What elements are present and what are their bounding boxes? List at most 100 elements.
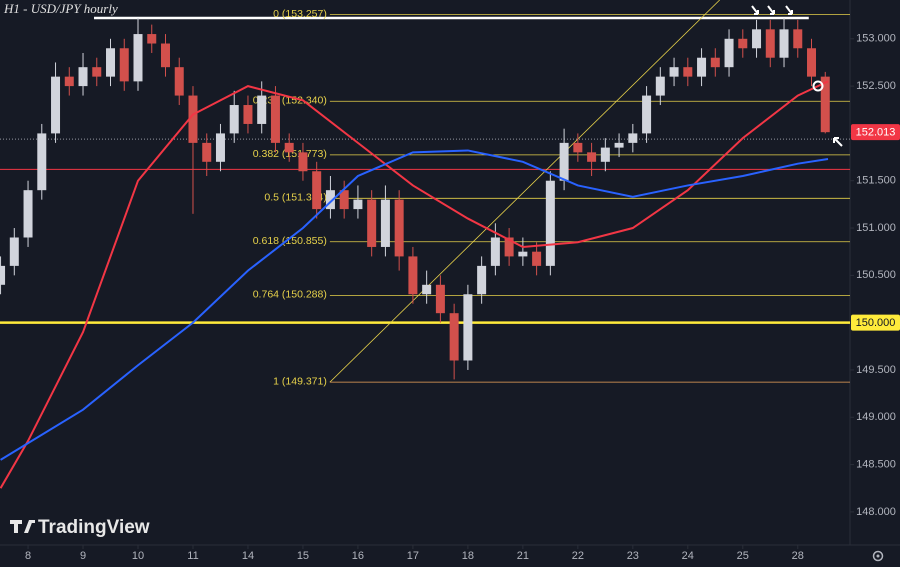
candle-body bbox=[325, 190, 335, 210]
candle-body bbox=[738, 38, 748, 49]
candle-body bbox=[9, 237, 19, 266]
plot: 0 (153.257)0.236 (152.340)0.382 (151.773… bbox=[0, 0, 850, 489]
fib-label: 1 (149.371) bbox=[273, 375, 327, 387]
candle-body bbox=[202, 142, 212, 162]
candle-body bbox=[532, 251, 542, 266]
candle-body bbox=[0, 265, 6, 285]
x-tick-label: 8 bbox=[25, 550, 31, 562]
candle-body bbox=[257, 95, 267, 124]
candle-body bbox=[298, 152, 308, 172]
candle-body bbox=[669, 67, 679, 77]
candle-body bbox=[160, 43, 170, 68]
candle-body bbox=[587, 152, 597, 162]
fib-label: 0.618 (150.855) bbox=[253, 235, 327, 247]
candle-body bbox=[408, 256, 418, 295]
settings-icon[interactable] bbox=[872, 550, 884, 562]
candle-body bbox=[765, 29, 775, 58]
candle-body bbox=[463, 294, 473, 361]
candle-body bbox=[793, 29, 803, 49]
candle-body bbox=[477, 265, 487, 295]
y-tick-label: 151.500 bbox=[856, 175, 896, 187]
candle-body bbox=[779, 29, 789, 58]
candle-body bbox=[37, 133, 47, 191]
candle-body bbox=[243, 105, 253, 124]
candle-body bbox=[380, 199, 390, 247]
x-tick-label: 17 bbox=[407, 550, 419, 562]
fib-label: 0.382 (151.773) bbox=[253, 148, 327, 160]
candle-body bbox=[64, 76, 74, 87]
fib-label: 0.5 (151.314) bbox=[264, 192, 326, 204]
candle-body bbox=[23, 190, 33, 238]
candle-body bbox=[545, 180, 555, 266]
candle-body bbox=[92, 67, 102, 77]
candle-body bbox=[353, 199, 363, 210]
watermark: TradingView bbox=[38, 517, 150, 538]
candle-body bbox=[559, 142, 569, 181]
x-tick-label: 28 bbox=[792, 550, 804, 562]
candle-body bbox=[119, 48, 129, 82]
moving-average bbox=[0, 80, 829, 489]
candle-body bbox=[710, 57, 720, 68]
x-tick-label: 16 bbox=[352, 550, 364, 562]
candle-body bbox=[683, 67, 693, 77]
candle-body bbox=[133, 34, 143, 82]
moving-average bbox=[0, 149, 829, 461]
x-tick-label: 15 bbox=[297, 550, 309, 562]
candle-body bbox=[807, 48, 817, 77]
price-label: 152.013 bbox=[856, 127, 896, 139]
candle-body bbox=[188, 95, 198, 143]
x-tick-label: 10 bbox=[132, 550, 144, 562]
candle-body bbox=[435, 284, 445, 314]
y-tick-label: 149.000 bbox=[856, 411, 896, 423]
candle-body bbox=[820, 76, 830, 133]
annotation-arrows bbox=[751, 5, 843, 147]
candle-body bbox=[394, 199, 404, 257]
candle-body bbox=[147, 34, 157, 44]
logo: TradingView bbox=[10, 517, 150, 538]
candle-body bbox=[573, 142, 583, 153]
x-tick-label: 11 bbox=[187, 550, 198, 562]
candle-body bbox=[628, 133, 638, 143]
x-tick-label: 18 bbox=[462, 550, 474, 562]
candle-body bbox=[106, 48, 116, 77]
marker-circle bbox=[812, 80, 824, 92]
candle-body bbox=[229, 105, 239, 134]
y-tick-label: 149.500 bbox=[856, 364, 896, 376]
candle-body bbox=[215, 133, 225, 162]
candle-body bbox=[339, 190, 349, 210]
x-tick-label: 21 bbox=[517, 550, 529, 562]
x-tick-label: 14 bbox=[242, 550, 254, 562]
candle-body bbox=[518, 251, 528, 257]
y-tick-label: 152.500 bbox=[856, 80, 896, 92]
price-label-box bbox=[851, 124, 900, 141]
candle-body bbox=[642, 95, 652, 134]
candle-body bbox=[752, 29, 762, 49]
candle-body bbox=[600, 147, 610, 162]
trendline bbox=[329, 0, 720, 383]
y-tick-label: 148.000 bbox=[856, 506, 896, 518]
x-tick-label: 23 bbox=[627, 550, 639, 562]
candle-body bbox=[367, 199, 377, 247]
fib-label: 0 (153.257) bbox=[273, 8, 327, 20]
y-tick-label: 153.000 bbox=[856, 33, 896, 45]
candle-body bbox=[614, 142, 624, 148]
candle-body bbox=[174, 67, 184, 96]
candle-body bbox=[270, 95, 280, 143]
candle-body bbox=[697, 57, 707, 77]
y-tick-label: 148.500 bbox=[856, 458, 896, 470]
candle-body bbox=[312, 171, 322, 210]
y-tick-label: 150.500 bbox=[856, 269, 896, 281]
price-label-box bbox=[851, 314, 900, 331]
y-tick-label: 151.000 bbox=[856, 222, 896, 234]
price-label: 150.000 bbox=[856, 317, 896, 329]
x-tick-label: 9 bbox=[80, 550, 86, 562]
candle-body bbox=[78, 67, 88, 87]
candle-body bbox=[51, 76, 61, 134]
fib-label: 0.764 (150.288) bbox=[253, 289, 327, 301]
candle-body bbox=[504, 237, 514, 257]
chart-title: H1 - USD/JPY hourly bbox=[3, 1, 118, 16]
candle-body bbox=[655, 76, 665, 96]
x-tick-label: 24 bbox=[682, 550, 694, 562]
